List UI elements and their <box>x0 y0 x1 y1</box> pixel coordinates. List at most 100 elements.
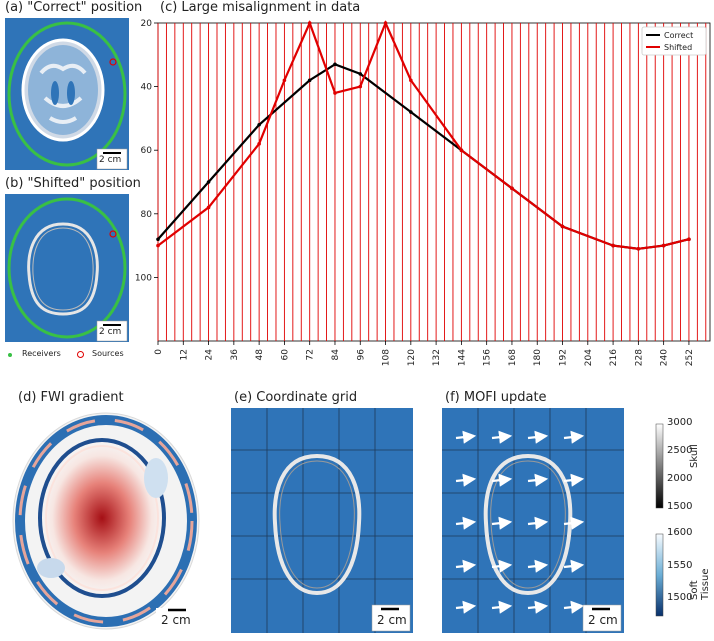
panel-a-image <box>5 18 129 170</box>
series-shifted-point <box>282 78 287 83</box>
series-shifted-point <box>661 243 666 248</box>
soft-tissue-tick-1500: 1500 <box>667 592 693 603</box>
panel-e-title: (e) Coordinate grid <box>234 390 358 405</box>
panel-e-scale-label: 2 cm <box>377 613 407 627</box>
sources-marker-icon <box>77 351 84 358</box>
series-shifted-point <box>687 237 691 242</box>
receivers-marker-icon <box>8 353 12 357</box>
skull-tick-2500: 2500 <box>667 445 693 456</box>
displacement-arrow-icon <box>527 430 549 444</box>
x-tick-label: 96 <box>356 349 366 361</box>
soft-tissue-colorbar-label: Soft Tissue <box>689 568 711 601</box>
x-tick-label: 36 <box>230 349 240 361</box>
y-tick-label: 100 <box>135 273 152 283</box>
displacement-arrow-icon <box>527 516 549 530</box>
y-tick-label: 20 <box>141 19 153 29</box>
displacement-arrow-icon <box>455 559 477 573</box>
series-correct-point <box>333 62 337 67</box>
x-tick-label: 144 <box>457 349 467 366</box>
displacement-arrow-icon <box>491 430 513 444</box>
series-correct-point <box>409 110 413 114</box>
panel-e-image <box>231 408 413 633</box>
x-tick-label: 192 <box>559 349 569 366</box>
series-correct-point <box>257 122 261 127</box>
x-tick-label: 132 <box>432 349 442 366</box>
displacement-arrow-icon <box>455 516 477 530</box>
panel-d-scale-label: 2 cm <box>161 613 191 627</box>
series-shifted-point <box>257 142 261 146</box>
series-shifted-point <box>611 243 615 248</box>
panel-f-image <box>442 408 624 633</box>
panel-b-image <box>5 194 129 342</box>
series-correct-point <box>358 72 363 76</box>
series-shifted-point <box>307 21 312 25</box>
series-shifted-point <box>510 186 514 191</box>
displacement-arrow-icon <box>491 473 513 487</box>
y-tick-label: 60 <box>141 146 153 156</box>
x-tick-label: 24 <box>205 349 215 361</box>
displacement-arrow-icon <box>491 600 513 614</box>
series-shifted-line <box>157 20 690 250</box>
soft-tissue-tick-1550: 1550 <box>667 560 693 571</box>
x-tick-label: 156 <box>483 349 493 366</box>
displacement-arrow-icon <box>563 516 585 530</box>
x-tick-label: 252 <box>685 349 695 366</box>
chart-c: 20 40 60 80 100 0 12 24 36 48 60 72 84 96 108 120 132 144… <box>135 19 711 366</box>
displacement-arrow-icon <box>491 559 513 573</box>
x-tick-label: 48 <box>255 349 265 361</box>
series-shifted-point <box>358 84 363 89</box>
x-tick-label: 168 <box>508 349 518 366</box>
skull-tick-3000: 3000 <box>667 417 693 428</box>
series-shifted-point <box>333 91 337 95</box>
panel-b-scale-label: 2 cm <box>99 327 122 337</box>
series-shifted-point <box>636 246 641 251</box>
displacement-arrow-icon <box>527 473 549 487</box>
skull-colorbar-label: Skull <box>689 444 700 468</box>
displacement-arrow-icon <box>455 430 477 444</box>
series-shifted-point <box>383 21 388 25</box>
series-correct-point <box>307 78 312 83</box>
panel-c-title: (c) Large misalignment in data <box>160 0 361 15</box>
y-tick-label: 80 <box>141 210 153 220</box>
soft-tissue-colorbar <box>655 533 664 617</box>
x-tick-label: 108 <box>382 349 392 366</box>
sources-legend-label: Sources <box>92 349 124 358</box>
panel-d-image <box>6 408 205 638</box>
series-shifted-point <box>409 78 413 83</box>
x-tick-label: 228 <box>634 349 644 366</box>
plot-area <box>157 22 711 342</box>
x-tick-label: 120 <box>407 349 417 366</box>
displacement-arrow-icon <box>491 516 513 530</box>
series-shifted-point <box>206 205 211 210</box>
x-tick-label: 60 <box>280 349 290 361</box>
x-tick-label: 84 <box>331 349 341 361</box>
displacement-arrow-icon <box>563 473 585 487</box>
panel-b-title: (b) "Shifted" position <box>5 176 141 191</box>
panel-f-scale-label: 2 cm <box>588 613 618 627</box>
displacement-arrow-icon <box>455 473 477 487</box>
panel-a-title: (a) "Correct" position <box>5 0 143 15</box>
x-tick-label: 12 <box>179 349 189 360</box>
legend-label-correct: Correct <box>664 31 693 40</box>
y-tick-label: 40 <box>141 83 153 93</box>
skull-tick-1500: 1500 <box>667 501 693 512</box>
skull-colorbar <box>655 423 664 509</box>
x-tick-label: 0 <box>154 349 164 355</box>
displacement-arrow-icon <box>455 600 477 614</box>
receivers-legend-label: Receivers <box>22 349 61 358</box>
panel-d-title: (d) FWI gradient <box>18 390 124 405</box>
x-tick-label: 204 <box>584 349 594 366</box>
series-shifted-point <box>156 243 160 248</box>
x-tick-label: 180 <box>533 349 543 366</box>
displacement-arrow-icon <box>563 600 585 614</box>
panel-a-scale-label: 2 cm <box>99 155 122 165</box>
legend-label-shifted: Shifted <box>664 43 692 52</box>
x-tick-label: 72 <box>306 349 316 360</box>
x-tick-label: 216 <box>609 349 619 366</box>
soft-tissue-tick-1600: 1600 <box>667 527 693 538</box>
panel-f-title: (f) MOFI update <box>445 390 547 405</box>
displacement-arrow-icon <box>563 559 585 573</box>
series-shifted-point <box>560 224 565 229</box>
displacement-arrow-icon <box>527 559 549 573</box>
series-correct-point <box>206 180 211 184</box>
